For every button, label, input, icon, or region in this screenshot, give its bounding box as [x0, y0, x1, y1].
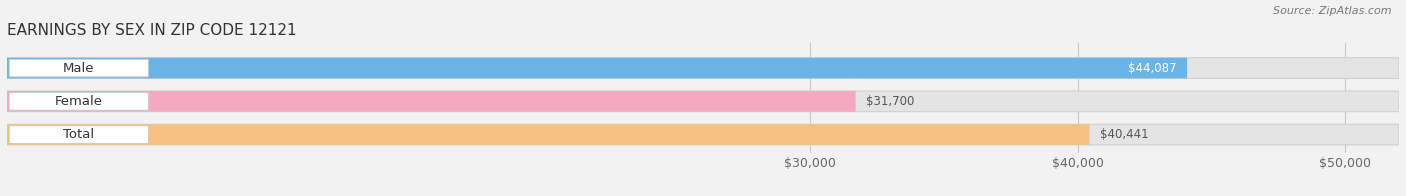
Text: Male: Male [63, 62, 94, 74]
FancyBboxPatch shape [7, 58, 1399, 78]
FancyBboxPatch shape [7, 124, 1090, 145]
FancyBboxPatch shape [7, 124, 1399, 145]
FancyBboxPatch shape [10, 126, 149, 143]
Text: Source: ZipAtlas.com: Source: ZipAtlas.com [1274, 6, 1392, 16]
Text: $44,087: $44,087 [1128, 62, 1177, 74]
Text: Female: Female [55, 95, 103, 108]
Text: EARNINGS BY SEX IN ZIP CODE 12121: EARNINGS BY SEX IN ZIP CODE 12121 [7, 23, 297, 38]
FancyBboxPatch shape [7, 91, 856, 112]
Text: $40,441: $40,441 [1101, 128, 1149, 141]
FancyBboxPatch shape [10, 59, 149, 77]
FancyBboxPatch shape [7, 91, 1399, 112]
FancyBboxPatch shape [7, 58, 1187, 78]
FancyBboxPatch shape [10, 93, 149, 110]
Text: $31,700: $31,700 [866, 95, 915, 108]
Text: Total: Total [63, 128, 94, 141]
